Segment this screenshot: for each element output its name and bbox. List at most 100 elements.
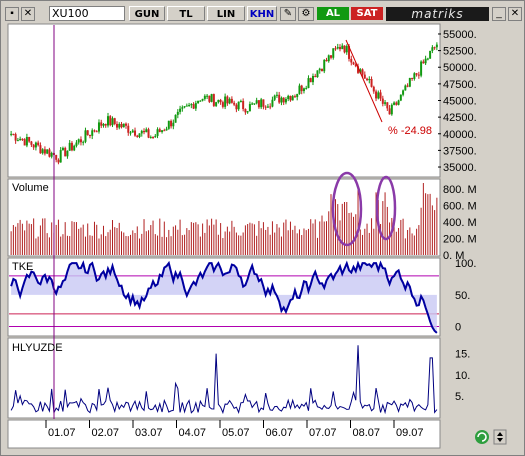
candle-body (219, 99, 222, 103)
price-tick-label: 45000. (443, 96, 477, 108)
edit-pencil-icon[interactable]: ✎ (280, 7, 296, 21)
candle-body (224, 96, 227, 107)
candle-body (197, 100, 200, 104)
candle-body (172, 122, 175, 127)
volume-tick-label: 600. M (443, 201, 477, 213)
candle-body (95, 131, 98, 133)
candle-body (50, 152, 53, 157)
candle-body (14, 134, 17, 141)
candle-body (395, 102, 398, 105)
khn-button[interactable]: KHN (247, 6, 277, 21)
candle-body (165, 128, 168, 131)
x-tick-label: 04.07 (179, 427, 207, 439)
candle-body (320, 68, 323, 72)
candle-body (330, 55, 332, 58)
candle-body (88, 135, 91, 137)
price-tick-label: 52500. (443, 46, 477, 58)
candle-body (199, 100, 202, 102)
candle-body (131, 130, 134, 133)
volume-y-ticks: 800. M 600. M 400. M 200. M 0. M (443, 184, 477, 262)
candle-body (298, 85, 301, 94)
candle-body (194, 103, 197, 109)
close-icon[interactable]: ✕ (508, 7, 522, 21)
candle-body (422, 61, 425, 64)
candle-body (359, 69, 362, 73)
candle-body (251, 103, 254, 105)
candle-body (235, 104, 238, 110)
period-button[interactable]: GUN (129, 6, 165, 21)
volume-tick-label: 400. M (443, 217, 477, 229)
candle-body (91, 130, 94, 136)
refresh-icon[interactable] (475, 430, 489, 444)
candle-body (68, 142, 71, 151)
candle-body (125, 123, 128, 126)
candle-body (413, 73, 416, 79)
tke-tick-label: 0 (455, 322, 461, 334)
candle-body (302, 88, 305, 92)
candle-body (325, 59, 328, 62)
candle-body (237, 101, 240, 110)
toolbar: ▪ ✕ XU100 GUN TL LIN KHN ✎ ⚙ AL SAT matr… (3, 4, 522, 24)
trend-line[interactable] (345, 39, 383, 123)
candle-body (190, 104, 193, 106)
candle-body (426, 58, 429, 60)
candle-body (415, 73, 418, 75)
candle-body (48, 149, 51, 157)
price-tick-label: 40000. (443, 129, 477, 141)
x-tick-label: 07.07 (309, 427, 337, 439)
candle-body (417, 74, 420, 76)
buy-button[interactable]: AL (317, 7, 349, 20)
candle-body (363, 74, 366, 79)
scroll-arrows-icon[interactable] (493, 429, 507, 445)
minimize-icon[interactable]: _ (492, 7, 506, 21)
volume-ellipse-2 (375, 175, 397, 241)
candle-body (59, 150, 62, 163)
candle-body (86, 130, 89, 136)
settings-icon[interactable]: ⚙ (298, 7, 314, 21)
candle-body (350, 58, 353, 63)
candle-body (307, 78, 310, 88)
candle-body (244, 109, 247, 113)
candle-body (39, 145, 42, 154)
currency-button[interactable]: TL (167, 6, 205, 21)
candle-body (206, 95, 209, 97)
candle-body (345, 46, 348, 53)
tke-tick-label: 100. (455, 258, 476, 270)
candle-body (161, 130, 164, 132)
candle-body (361, 69, 364, 75)
candle-body (318, 68, 321, 71)
candle-body (57, 159, 60, 163)
symbol-field[interactable]: XU100 (49, 6, 125, 21)
candle-body (154, 135, 157, 138)
x-tick-label: 02.07 (92, 427, 120, 439)
candle-body (97, 122, 100, 132)
sell-button[interactable]: SAT (351, 7, 383, 20)
candle-body (431, 47, 434, 51)
window-menu-icon[interactable]: ▪ (5, 7, 19, 21)
scale-button[interactable]: LIN (207, 6, 245, 21)
candle-body (397, 100, 400, 105)
trend-annotation: % -24.98 (388, 125, 432, 137)
candle-body (402, 90, 405, 95)
candle-body (228, 98, 231, 104)
candle-body (170, 120, 173, 127)
candle-body (28, 136, 31, 142)
close-small-icon[interactable]: ✕ (21, 7, 35, 21)
volume-tick-label: 800. M (443, 184, 477, 196)
candle-body (275, 94, 278, 96)
candle-body (122, 123, 125, 128)
candle-body (201, 98, 204, 101)
candle-body (181, 107, 184, 109)
candle-body (293, 96, 296, 98)
candle-body (75, 142, 78, 146)
candle-body (25, 136, 28, 146)
candle-body (255, 100, 258, 104)
price-tick-label: 35000. (443, 162, 477, 174)
candle-body (226, 96, 229, 104)
x-tick-label: 09.07 (396, 427, 424, 439)
candle-body (12, 133, 15, 135)
candle-body (336, 47, 339, 49)
hlyuzde-tick-label: 5. (455, 391, 464, 403)
candle-body (179, 108, 182, 112)
candle-body (253, 103, 256, 105)
